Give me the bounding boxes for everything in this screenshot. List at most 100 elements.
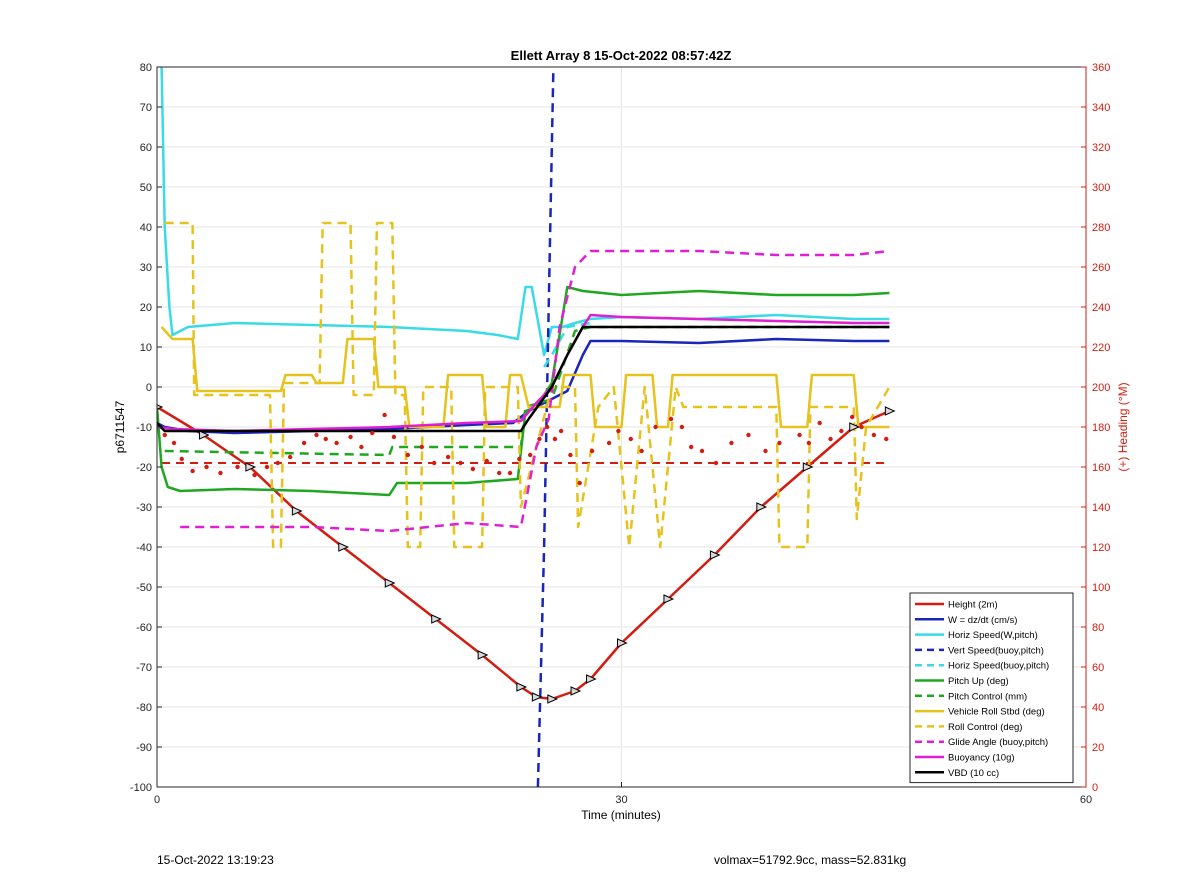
heading-point bbox=[544, 424, 550, 430]
y2-tick-label: 360 bbox=[1092, 62, 1110, 74]
height-marker bbox=[884, 406, 896, 416]
height-marker bbox=[802, 462, 814, 472]
y-tick-label: -70 bbox=[136, 662, 152, 674]
series-line-roll-control-deg bbox=[164, 221, 891, 549]
heading-point bbox=[839, 428, 844, 434]
y2-tick-label: 120 bbox=[1092, 542, 1110, 554]
heading-point bbox=[484, 458, 489, 464]
heading-point bbox=[871, 432, 877, 438]
chart-title: Ellett Array 8 15-Oct-2022 08:57:42Z bbox=[511, 48, 732, 63]
y2-axis-label: (+) Heading (°M) bbox=[1116, 382, 1130, 471]
heading-point bbox=[639, 448, 644, 454]
heading-point bbox=[275, 460, 280, 466]
heading-point bbox=[507, 470, 513, 476]
series-line-vbd-10-cc bbox=[157, 325, 890, 433]
height-marker bbox=[245, 462, 257, 472]
heading-point bbox=[162, 432, 167, 438]
height-marker bbox=[617, 638, 628, 648]
height-marker bbox=[384, 578, 396, 588]
heading-point bbox=[517, 456, 522, 462]
legend-entry: VBD (10 cc) bbox=[948, 768, 999, 779]
y2-tick-label: 240 bbox=[1092, 302, 1110, 314]
heading-point bbox=[405, 452, 411, 458]
series-line-glide-angle-buoy-pitch bbox=[180, 249, 890, 533]
legend-entry: Horiz Speed(W,pitch) bbox=[948, 630, 1038, 641]
heading-point bbox=[370, 430, 375, 436]
y2-tick-label: 160 bbox=[1092, 462, 1110, 474]
legend-entry: Glide Angle (buoy,pitch) bbox=[948, 737, 1048, 748]
legend-entry: Pitch Up (deg) bbox=[948, 676, 1009, 687]
summary-text: volmax=51792.9cc, mass=52.831kg bbox=[714, 853, 907, 867]
height-marker bbox=[338, 542, 350, 552]
heading-point bbox=[568, 452, 573, 458]
y-tick-label: -90 bbox=[136, 742, 152, 754]
heading-point bbox=[777, 440, 782, 446]
heading-point bbox=[746, 432, 751, 438]
heading-point bbox=[445, 454, 451, 460]
heading-point bbox=[419, 444, 424, 450]
heading-point bbox=[287, 454, 293, 460]
heading-point bbox=[382, 412, 387, 418]
heading-point bbox=[527, 452, 533, 458]
x-tick-label: 60 bbox=[1080, 794, 1092, 806]
height-marker bbox=[709, 550, 721, 560]
height-marker bbox=[849, 422, 860, 432]
y2-tick-label: 60 bbox=[1092, 662, 1104, 674]
y-tick-label: 0 bbox=[146, 382, 152, 394]
series-line-vehicle-roll-stbd-deg bbox=[160, 326, 890, 429]
heading-point bbox=[797, 432, 802, 438]
y2-tick-label: 260 bbox=[1092, 262, 1110, 274]
heading-point bbox=[458, 460, 463, 466]
heading-point bbox=[359, 444, 364, 450]
heading-point bbox=[616, 428, 621, 434]
heading-point bbox=[763, 448, 768, 454]
series-line-horiz-speed-w-pitch bbox=[160, 67, 890, 357]
y-tick-label: 70 bbox=[140, 102, 152, 114]
heading-point bbox=[348, 434, 353, 440]
heading-point bbox=[431, 460, 437, 466]
height-marker bbox=[586, 674, 597, 684]
y-tick-label: 40 bbox=[140, 222, 152, 234]
x-tick-label: 0 bbox=[154, 794, 160, 806]
legend-entry: Pitch Control (mm) bbox=[948, 691, 1027, 702]
y-tick-label: -60 bbox=[136, 622, 152, 634]
y2-tick-label: 220 bbox=[1092, 342, 1110, 354]
height-marker bbox=[198, 430, 210, 440]
heading-point bbox=[806, 440, 812, 446]
y-tick-label: -100 bbox=[130, 782, 152, 794]
heading-point bbox=[713, 460, 719, 466]
legend-box bbox=[909, 592, 1074, 784]
height-marker bbox=[291, 506, 303, 516]
heading-point bbox=[859, 424, 864, 430]
height-marker bbox=[516, 682, 528, 692]
heading-point bbox=[218, 470, 223, 476]
heading-point bbox=[679, 424, 685, 430]
legend-entry: Height (2m) bbox=[948, 600, 998, 611]
heading-point bbox=[577, 480, 582, 486]
heading-point bbox=[552, 436, 558, 442]
y2-tick-label: 340 bbox=[1092, 102, 1110, 114]
height-marker bbox=[663, 594, 675, 604]
heading-point bbox=[828, 436, 833, 442]
heading-point bbox=[470, 466, 476, 472]
series-line-height-2m bbox=[157, 405, 890, 701]
y2-tick-label: 200 bbox=[1092, 382, 1110, 394]
heading-point bbox=[235, 464, 240, 470]
height-marker bbox=[570, 686, 582, 696]
y-tick-label: -10 bbox=[136, 422, 152, 434]
y2-tick-label: 320 bbox=[1092, 142, 1110, 154]
x-tick-label: 30 bbox=[615, 794, 627, 806]
heading-point bbox=[699, 448, 705, 454]
y2-tick-label: 100 bbox=[1092, 582, 1110, 594]
heading-point bbox=[668, 416, 674, 422]
legend-entry: Vehicle Roll Stbd (deg) bbox=[948, 707, 1045, 718]
heading-point bbox=[314, 432, 319, 438]
heading-point bbox=[190, 468, 195, 474]
y2-tick-label: 180 bbox=[1092, 422, 1110, 434]
y2-tick-label: 0 bbox=[1092, 782, 1098, 794]
heading-point bbox=[729, 440, 734, 446]
y2-tick-label: 40 bbox=[1092, 702, 1104, 714]
y-tick-label: 30 bbox=[140, 262, 152, 274]
heading-point bbox=[496, 470, 502, 476]
y-tick-label: 50 bbox=[140, 182, 152, 194]
